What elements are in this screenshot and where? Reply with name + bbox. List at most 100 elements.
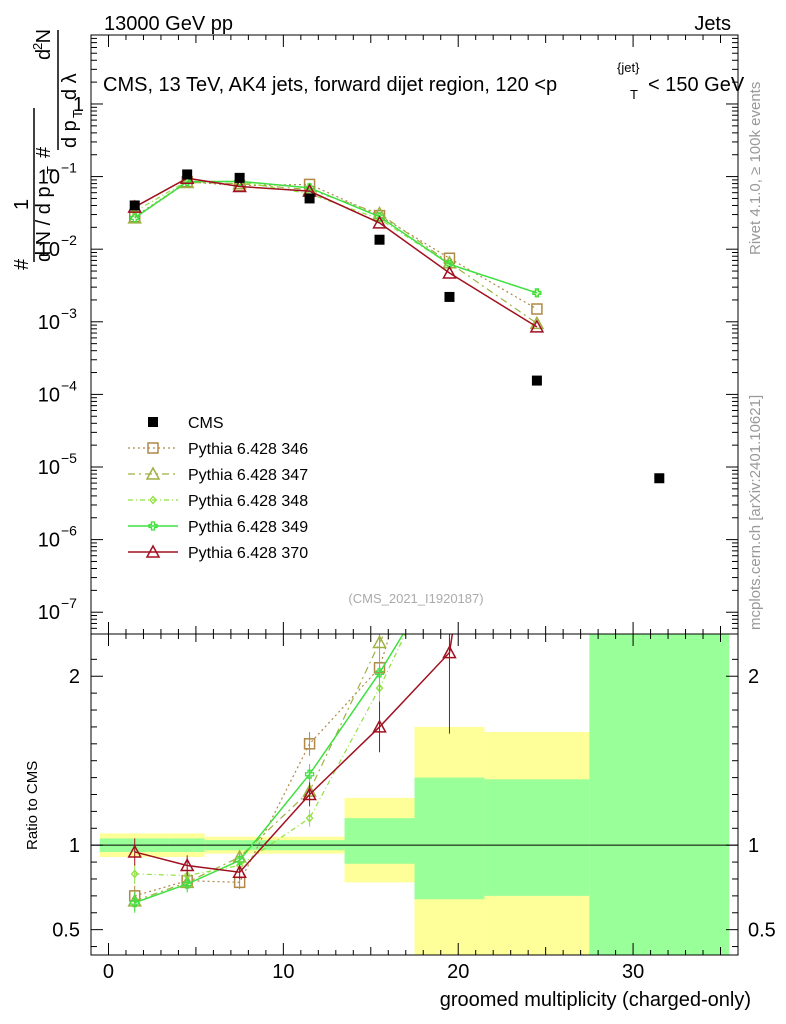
ratio-stat-band — [414, 777, 485, 900]
main-y-tick-exponent: −2 — [61, 232, 77, 248]
svg-text:d N: d N — [33, 29, 55, 60]
legend-label: CMS — [188, 415, 224, 432]
legend-entry: Pythia 6.428 347 — [128, 466, 308, 484]
ratio-point — [179, 857, 195, 872]
data-point — [234, 172, 245, 183]
legend-marker — [145, 466, 161, 480]
legend-label: Pythia 6.428 370 — [188, 545, 308, 562]
main-y-tick-label: 10 — [38, 167, 60, 189]
title-superscript: {jet} — [617, 60, 640, 75]
data-point — [374, 234, 385, 245]
x-axis-label: groomed multiplicity (charged-only) — [440, 989, 751, 1011]
data-point — [129, 200, 140, 211]
ratio-point — [182, 879, 192, 889]
title-prefix: CMS, 13 TeV, AK4 jets, forward dijet reg… — [103, 74, 557, 96]
legend-marker — [149, 495, 157, 505]
mc-point — [127, 210, 142, 224]
ratio-point — [234, 855, 245, 866]
mc-point — [232, 178, 247, 193]
ratio-y-tick-label-right: 0.5 — [748, 920, 776, 942]
ratio-point — [444, 435, 454, 445]
main-y-tick-label: 1 — [73, 94, 84, 116]
legend-entry: Pythia 6.428 348 — [128, 493, 308, 510]
legend-label: Pythia 6.428 347 — [188, 467, 308, 484]
mc-point — [442, 265, 457, 279]
ratio-y-tick-label-right: 1 — [748, 835, 759, 857]
data-point — [654, 473, 665, 484]
ratio-point — [303, 738, 316, 750]
ratio-point — [302, 786, 317, 801]
main-y-tick-exponent: −7 — [61, 595, 77, 611]
category-label: Jets — [694, 13, 731, 35]
mc-point — [529, 315, 545, 330]
legend-marker — [148, 417, 158, 427]
ratio-point — [130, 869, 139, 879]
analysis-id: (CMS_2021_I1920187) — [348, 591, 483, 606]
ratio-stat-band — [484, 779, 590, 896]
main-y-tick-exponent: −4 — [61, 377, 77, 393]
legend-entry: Pythia 6.428 346 — [128, 441, 308, 458]
ratio-point — [442, 645, 457, 659]
svg-text:#: # — [11, 258, 33, 270]
ratio-y-tick-label: 2 — [69, 666, 80, 688]
mc-line-3 — [134, 180, 538, 294]
ratio-stat-band — [589, 634, 730, 955]
ratio-point — [443, 510, 455, 521]
ratio-point — [305, 813, 314, 823]
legend-label: Pythia 6.428 348 — [188, 493, 308, 510]
title-suffix: < 150 GeV — [648, 74, 745, 96]
main-y-tick-exponent: −5 — [61, 450, 77, 466]
ratio-point — [446, 538, 452, 545]
main-y-tick-label: 10 — [38, 457, 60, 479]
ratio-point — [130, 897, 140, 908]
mc-point — [372, 205, 387, 220]
mc-line-2 — [134, 180, 538, 294]
legend-marker — [148, 521, 158, 531]
legend-entry: Pythia 6.428 370 — [128, 544, 308, 562]
svg-text:d p: d p — [59, 120, 81, 148]
main-y-axis-label: # 1 d N / d p T # d N 2 d p T d λ — [11, 29, 85, 270]
main-y-tick-exponent: −3 — [61, 305, 77, 321]
legend-entry: CMS — [148, 415, 224, 432]
ratio-point — [304, 769, 315, 779]
main-y-tick-exponent: −6 — [61, 523, 77, 539]
x-tick-label: 20 — [447, 961, 469, 983]
legend-label: Pythia 6.428 346 — [188, 441, 308, 458]
data-point — [531, 375, 542, 386]
ratio-y-tick-label-right: 2 — [748, 666, 759, 688]
x-tick-label: 30 — [622, 961, 644, 983]
x-tick-label: 10 — [272, 961, 294, 983]
svg-text:2: 2 — [30, 43, 45, 50]
svg-text:d λ: d λ — [59, 73, 81, 100]
ratio-y-tick-label: 1 — [69, 835, 80, 857]
main-y-tick-label: 10 — [38, 602, 60, 624]
svg-text:d N / d p: d N / d p — [33, 186, 55, 262]
main-y-tick-label: 10 — [38, 312, 60, 334]
ratio-y-axis-label: Ratio to CMS — [24, 761, 41, 850]
svg-text:#: # — [33, 146, 55, 158]
rivet-version-label: Rivet 4.1.0, ≥ 100k events — [747, 82, 764, 255]
data-point — [444, 291, 455, 302]
main-y-tick-label: 10 — [38, 239, 60, 261]
mc-point — [444, 259, 455, 269]
ratio-point — [374, 668, 385, 678]
main-y-tick-label: 10 — [38, 384, 60, 406]
ratio-point — [372, 634, 387, 649]
legend-label: Pythia 6.428 349 — [188, 519, 308, 536]
main-y-tick-exponent: −1 — [61, 160, 77, 176]
data-point — [182, 169, 193, 180]
legend-entry: Pythia 6.428 349 — [128, 519, 308, 536]
legend-marker — [147, 442, 159, 454]
mc-point — [130, 213, 140, 223]
mc-point — [529, 319, 545, 333]
mc-point — [372, 215, 387, 229]
ratio-stat-band — [344, 818, 415, 864]
mc-line-4 — [134, 177, 538, 328]
ratio-point — [232, 864, 247, 878]
mc-point — [531, 303, 543, 315]
ratio-point — [372, 719, 387, 733]
x-tick-label: 0 — [103, 961, 114, 983]
source-label: mcplots.cern.ch [arXiv:2401.10621] — [747, 395, 764, 630]
ratio-y-tick-label: 0.5 — [52, 920, 80, 942]
plot-title: CMS, 13 TeV, AK4 jets, forward dijet reg… — [103, 60, 745, 102]
